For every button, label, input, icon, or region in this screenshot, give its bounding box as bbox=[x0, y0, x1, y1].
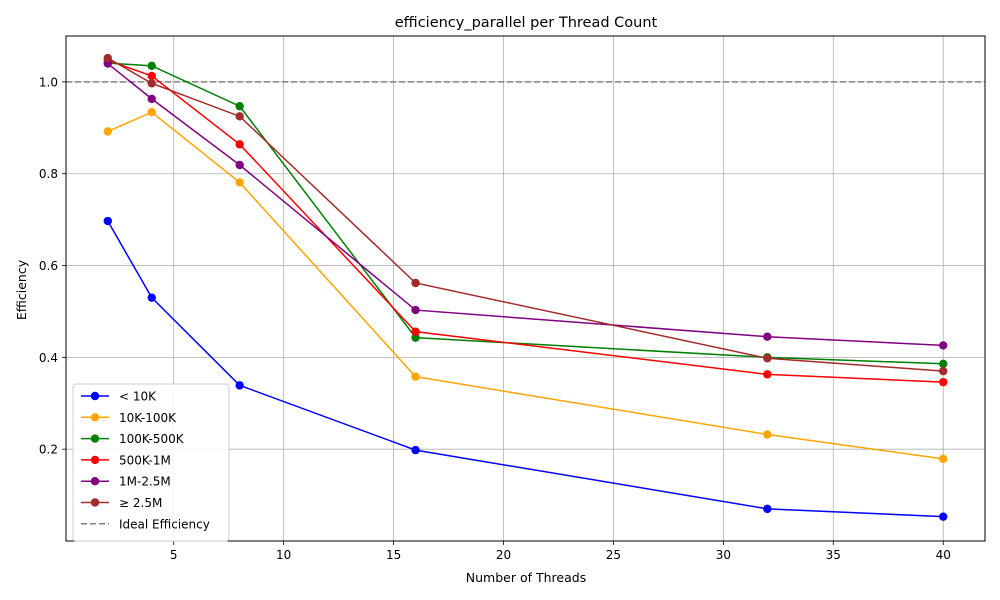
legend-label: Ideal Efficiency bbox=[119, 517, 210, 531]
x-tick-label: 35 bbox=[826, 548, 841, 562]
legend-item: 10K-100K bbox=[81, 411, 177, 425]
series-2 bbox=[103, 58, 948, 368]
series-3 bbox=[103, 56, 948, 387]
series-line bbox=[107, 220, 944, 518]
data-point bbox=[147, 61, 156, 71]
x-tick-label: 15 bbox=[386, 548, 401, 562]
data-point bbox=[939, 454, 948, 464]
data-point bbox=[411, 372, 420, 381]
data-point bbox=[411, 333, 420, 342]
x-tick-label: 30 bbox=[716, 548, 731, 562]
x-tick-label: 20 bbox=[496, 548, 511, 562]
y-tick-label: 1.0 bbox=[39, 75, 58, 89]
data-point bbox=[763, 332, 772, 341]
data-point bbox=[103, 216, 112, 226]
series-layer bbox=[103, 53, 948, 521]
series-line bbox=[107, 62, 944, 347]
data-point bbox=[235, 178, 244, 187]
data-point bbox=[939, 359, 948, 368]
x-tick-label: 40 bbox=[936, 548, 951, 562]
x-axis-label: Number of Threads bbox=[466, 570, 586, 585]
data-point bbox=[147, 108, 156, 117]
data-point bbox=[147, 79, 156, 88]
legend-label: 10K-100K bbox=[119, 411, 177, 425]
legend-item: ≥ 2.5M bbox=[81, 496, 162, 510]
data-point bbox=[235, 102, 244, 111]
x-tick-label: 10 bbox=[276, 548, 291, 562]
legend-swatch-marker bbox=[90, 477, 100, 486]
y-tick-label: 0.6 bbox=[39, 259, 58, 273]
axes-frame bbox=[65, 35, 986, 542]
y-tick-label: 0.4 bbox=[39, 351, 58, 365]
y-tick-label: 0.8 bbox=[39, 167, 58, 181]
legend-item: < 10K bbox=[81, 390, 157, 404]
data-point bbox=[235, 112, 244, 121]
legend-item: 500K-1M bbox=[81, 453, 171, 467]
legend-swatch-marker bbox=[90, 434, 100, 443]
legend-label: < 10K bbox=[119, 390, 157, 404]
x-axis-ticks: 5 10 15 20 25 30 35 40 bbox=[170, 541, 951, 562]
series-line bbox=[107, 59, 944, 383]
legend-swatch-marker bbox=[90, 498, 100, 507]
data-point bbox=[411, 278, 420, 288]
legend-swatch-marker bbox=[90, 413, 100, 422]
data-point bbox=[235, 140, 244, 149]
legend-label: 1M-2.5M bbox=[119, 475, 171, 489]
legend-item: 1M-2.5M bbox=[81, 475, 171, 489]
legend-item: Ideal Efficiency bbox=[81, 517, 210, 531]
data-point bbox=[147, 94, 156, 104]
legend-label: ≥ 2.5M bbox=[119, 496, 162, 510]
legend-swatch-marker bbox=[90, 455, 100, 465]
legend-label: 500K-1M bbox=[119, 453, 171, 467]
series-line bbox=[107, 62, 944, 365]
data-point bbox=[939, 366, 948, 376]
data-point bbox=[103, 53, 112, 63]
data-point bbox=[763, 354, 772, 363]
data-point bbox=[411, 305, 420, 315]
data-point bbox=[147, 71, 156, 81]
data-point bbox=[939, 377, 948, 387]
legend-box bbox=[72, 383, 230, 542]
x-tick-label: 5 bbox=[170, 548, 178, 562]
data-point bbox=[763, 430, 772, 439]
y-axis-label: Efficiency bbox=[14, 259, 29, 320]
data-point bbox=[235, 381, 244, 390]
data-point bbox=[103, 127, 112, 136]
series-1 bbox=[103, 108, 948, 464]
data-point bbox=[235, 160, 244, 170]
legend-swatch-marker bbox=[90, 391, 100, 401]
data-point bbox=[411, 327, 420, 336]
data-point bbox=[763, 504, 772, 514]
data-point bbox=[939, 512, 948, 521]
y-axis-ticks: 0.2 0.4 0.6 0.8 1.0 bbox=[39, 75, 66, 457]
legend-item: 100K-500K bbox=[81, 432, 185, 446]
chart-title: efficiency_parallel per Thread Count bbox=[395, 15, 658, 31]
series-line bbox=[107, 111, 944, 460]
series-0 bbox=[103, 216, 948, 521]
series-5 bbox=[103, 53, 948, 376]
legend-label: 100K-500K bbox=[119, 432, 185, 446]
legend: < 10K 10K-100K 100K-500K 500K-1M 1M-2.5M ≥ 2.… bbox=[72, 383, 230, 542]
y-tick-label: 0.2 bbox=[39, 443, 58, 457]
data-point bbox=[763, 370, 772, 379]
data-point bbox=[147, 293, 156, 302]
data-point bbox=[939, 341, 948, 350]
series-line bbox=[107, 57, 944, 372]
data-point bbox=[411, 445, 420, 455]
x-tick-label: 25 bbox=[606, 548, 621, 562]
